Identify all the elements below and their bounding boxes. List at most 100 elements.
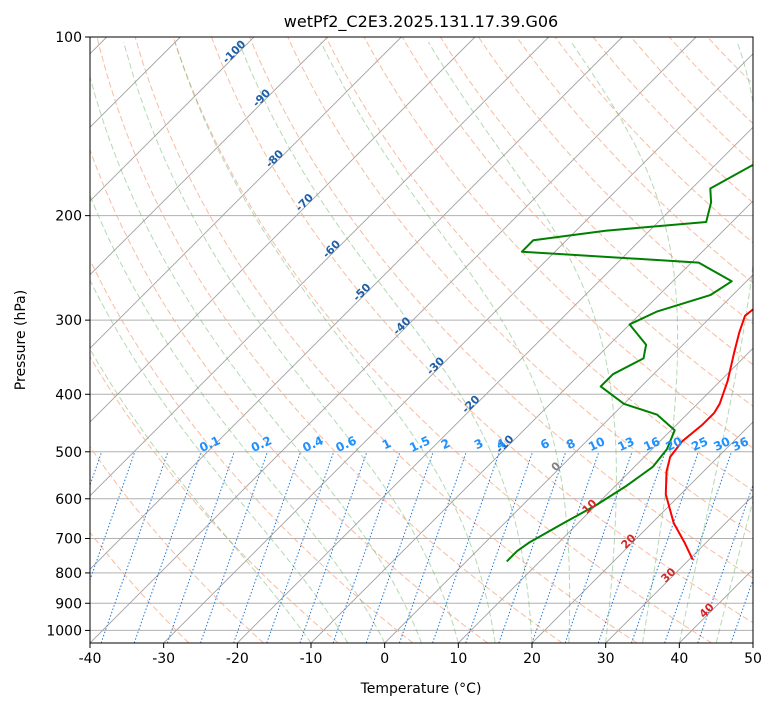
- x-axis-label: Temperature (°C): [360, 681, 482, 697]
- mixing-ratio-label: 10: [586, 434, 607, 454]
- mixing-ratio-label: 36: [730, 434, 751, 454]
- isotherm-line: [90, 37, 329, 276]
- y-tick-label: 500: [55, 445, 82, 461]
- mixing-ratio-label: 30: [711, 434, 732, 454]
- isotherm-label: -60: [320, 237, 343, 260]
- mixing-ratio-label: 16: [641, 434, 662, 454]
- y-tick-label: 600: [55, 492, 82, 508]
- mixing-ratio-label: 20: [663, 434, 684, 454]
- mixing-ratio-line: [200, 451, 268, 643]
- isotherm-line: [90, 37, 476, 423]
- moist-adiabat-line: [715, 499, 753, 643]
- isotherm-label: -90: [250, 86, 273, 109]
- isotherm-label: -50: [350, 281, 373, 304]
- dry-adiabat-line: [90, 445, 264, 643]
- mixing-ratio-label: 2: [439, 436, 452, 452]
- y-tick-label: 200: [55, 209, 82, 225]
- dry-adiabat-line: [134, 37, 638, 643]
- moist-adiabat-line: [90, 348, 312, 643]
- moist-adiabat-line: [174, 41, 496, 643]
- moist-adiabat-line: [570, 41, 679, 643]
- y-axis: 100 200 300 400 500 600 700 800 900 1000: [46, 30, 90, 639]
- isotherm-line: [310, 200, 753, 643]
- x-tick-label: -10: [300, 651, 323, 667]
- isotherm-label: 20: [619, 531, 639, 551]
- moist-adiabat-line: [428, 41, 617, 643]
- mixing-ratio-line: [299, 451, 368, 643]
- isotherm-line: [384, 274, 753, 643]
- isotherm-label: 30: [658, 565, 678, 585]
- mixing-ratio-line: [498, 451, 567, 643]
- moist-adiabat-line: [90, 279, 349, 643]
- y-tick-label: 100: [55, 30, 82, 46]
- moist-adiabat-line: [320, 41, 571, 643]
- mixing-ratio-line: [664, 451, 732, 643]
- y-tick-label: 700: [55, 532, 82, 548]
- isotherm-label: -40: [390, 314, 413, 337]
- mixing-ratio-label: 6: [538, 436, 551, 452]
- isotherm-line: [531, 421, 753, 643]
- x-tick-label: 0: [380, 651, 389, 667]
- mixing-ratio-label: 3: [472, 436, 485, 452]
- mixing-ratio-line: [465, 451, 534, 643]
- mixing-ratio-line: [100, 451, 169, 643]
- mixing-ratio-line: [597, 451, 666, 643]
- mixing-ratio-line: [432, 451, 500, 643]
- dry-adiabat-line: [287, 37, 753, 535]
- x-axis: -40 -30 -20 -10 0 10 20 30 40 50: [79, 643, 762, 667]
- mixing-ratio-line: [133, 451, 202, 643]
- mixing-ratio-line: [764, 452, 775, 643]
- mixing-ratio-label: 25: [689, 434, 710, 454]
- mixing-ratio-line: [266, 451, 335, 643]
- mixing-ratio-line: [166, 451, 235, 643]
- x-tick-label: 10: [449, 651, 467, 667]
- isotherm-line: [90, 37, 697, 643]
- y-tick-label: 900: [55, 596, 82, 612]
- moist-adiabat-line: [238, 41, 533, 643]
- dry-adiabat-line: [401, 37, 753, 407]
- mixing-ratio-line: [564, 451, 633, 643]
- y-axis-label: Pressure (hPa): [13, 290, 29, 390]
- x-tick-label: -30: [152, 651, 175, 667]
- dry-adiabat-line: [90, 148, 488, 643]
- dry-adiabat-line: [439, 37, 753, 366]
- moist-adiabat-line: [123, 41, 459, 643]
- mixing-ratio-label: 1: [380, 436, 393, 452]
- isotherm-label: -20: [459, 393, 482, 416]
- plot-frame: [89, 36, 754, 644]
- dry-adiabat-line: [249, 37, 753, 579]
- dry-adiabat-line: [630, 37, 753, 164]
- mixing-ratio-line: [365, 451, 434, 643]
- dry-adiabat-line: [516, 37, 753, 284]
- dry-adiabat-line: [478, 37, 753, 325]
- mixing-ratio-line: [332, 451, 401, 643]
- y-tick-label: 300: [55, 313, 82, 329]
- dry-adiabat-line: [669, 37, 753, 125]
- background-lines: [90, 37, 775, 643]
- dry-adiabat-line: [172, 37, 712, 643]
- dry-adiabat-line: [554, 37, 753, 244]
- isotherm-line: [90, 37, 402, 349]
- mixing-ratio-label: 8: [564, 436, 577, 452]
- moist-adiabat-line: [90, 75, 422, 643]
- dry-adiabat-line: [211, 37, 753, 624]
- mixing-ratio-line: [630, 451, 699, 643]
- x-tick-label: -20: [226, 651, 249, 667]
- sounding-profile-line: [664, 308, 753, 561]
- dry-adiabat-line: [90, 531, 190, 643]
- x-tick-label: 50: [744, 651, 762, 667]
- isotherm-line: [90, 37, 255, 202]
- dry-adiabat-line: [707, 37, 753, 85]
- isotherm-line: [90, 37, 623, 570]
- moist-adiabat-line: [678, 41, 753, 643]
- y-tick-label: 1000: [46, 623, 82, 639]
- mixing-ratio-line: [398, 451, 467, 643]
- sounding-profile-line: [506, 163, 753, 563]
- x-tick-label: 30: [597, 651, 615, 667]
- dry-adiabat-line: [90, 355, 339, 643]
- isotherm-line: [163, 53, 753, 643]
- mixing-ratio-line: [90, 451, 136, 582]
- chart-title: wetPf2_C2E3.2025.131.17.39.G06: [284, 12, 558, 32]
- x-tick-label: -40: [79, 651, 102, 667]
- dry-adiabat-line: [90, 258, 414, 643]
